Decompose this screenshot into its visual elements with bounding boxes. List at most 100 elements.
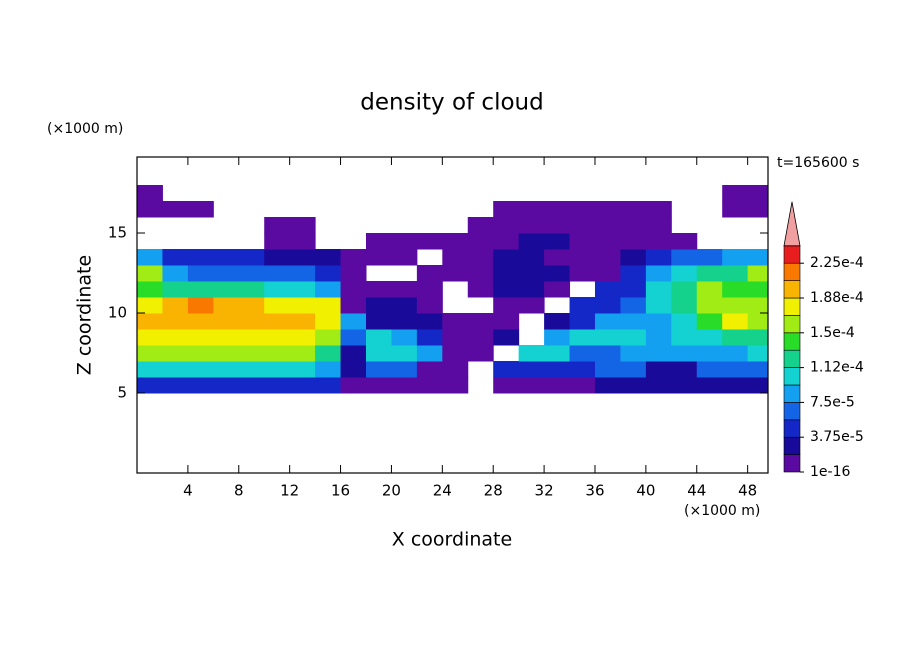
field-cell [187, 313, 214, 330]
field-cell [162, 377, 189, 394]
field-cell [416, 297, 443, 314]
colorbar-box [783, 402, 801, 421]
field-cell [671, 265, 698, 282]
field-cell [620, 217, 647, 234]
field-cell [315, 329, 342, 346]
field-cell [696, 281, 723, 298]
field-cell [671, 329, 698, 346]
field-cell [442, 329, 469, 346]
field-cell [493, 377, 520, 394]
field-cell [289, 345, 316, 362]
field-cell [289, 297, 316, 314]
field-cell [467, 345, 494, 362]
field-cell [365, 329, 392, 346]
y-unit-label: (×1000 m) [47, 121, 123, 137]
field-cell [264, 281, 291, 298]
field-cell [671, 233, 698, 250]
field-cell [696, 361, 723, 378]
field-cell [340, 281, 367, 298]
y-tick-label: 5 [117, 384, 127, 402]
field-cell [620, 345, 647, 362]
colorbar-extend [783, 201, 801, 247]
field-cell [315, 265, 342, 282]
field-cell [569, 265, 596, 282]
colorbar-tick-label: 2.25e-4 [810, 255, 864, 271]
field-cell [544, 265, 571, 282]
field-cell [620, 361, 647, 378]
field-cell [238, 281, 265, 298]
field-cell [365, 249, 392, 266]
field-cell [162, 361, 189, 378]
field-cell [137, 185, 163, 202]
field-cell [416, 377, 443, 394]
field-cell [620, 313, 647, 330]
field-cell [365, 313, 392, 330]
field-cell [289, 361, 316, 378]
field-cell [544, 217, 571, 234]
field-cell [187, 297, 214, 314]
field-cell [518, 297, 545, 314]
field-cell [747, 345, 768, 362]
field-cell [722, 313, 749, 330]
field-cell [340, 377, 367, 394]
field-cell [696, 297, 723, 314]
field-cell [289, 313, 316, 330]
field-cell [365, 233, 392, 250]
field-cell [289, 249, 316, 266]
field-cell [696, 377, 723, 394]
field-cell [493, 233, 520, 250]
y-tick-label: 10 [108, 304, 127, 322]
field-cell [187, 361, 214, 378]
field-cell [442, 377, 469, 394]
field-cell [544, 201, 571, 218]
field-cell [620, 201, 647, 218]
field-cell [365, 345, 392, 362]
field-cell [620, 281, 647, 298]
colorbar-tick-label: 1.5e-4 [810, 325, 855, 341]
field-cell [137, 377, 163, 394]
colorbar: 1e-16 3.75e-5 7.5e-5 1.12e-4 1.5e-4 1.88e-4 2.… [783, 201, 864, 480]
colorbar-box [783, 384, 801, 403]
field-cell [416, 265, 443, 282]
field-cell [340, 361, 367, 378]
chart-title: density of cloud [360, 90, 543, 116]
field-cell [671, 313, 698, 330]
field-cell [467, 249, 494, 266]
field-cell [645, 297, 672, 314]
field-cell [213, 265, 240, 282]
field-cell [671, 249, 698, 266]
field-cell [238, 249, 265, 266]
field-cell [569, 361, 596, 378]
field-cell [722, 377, 749, 394]
field-cell [747, 329, 768, 346]
field-cell [645, 217, 672, 234]
colorbar-box [783, 349, 801, 368]
field-cell [518, 217, 545, 234]
field-cell [187, 329, 214, 346]
field-cell [569, 217, 596, 234]
field-cell [137, 345, 163, 362]
field-cell [518, 201, 545, 218]
field-cell [213, 313, 240, 330]
field-cell [391, 297, 418, 314]
field-cell [467, 233, 494, 250]
field-cell [493, 313, 520, 330]
field-cell [162, 281, 189, 298]
field-cell [137, 201, 163, 218]
x-axis-title: X coordinate [392, 529, 512, 551]
field-cell [467, 329, 494, 346]
field-cell [671, 297, 698, 314]
field-cell [365, 281, 392, 298]
field-cell [518, 361, 545, 378]
x-tick-label: 4 [183, 482, 193, 500]
field-cell [671, 377, 698, 394]
field-cell [213, 361, 240, 378]
field-cell [645, 249, 672, 266]
x-tick-label: 32 [535, 482, 554, 500]
field-cell [645, 377, 672, 394]
field-cell [722, 329, 749, 346]
field-cell [671, 345, 698, 362]
x-tick-label: 36 [585, 482, 604, 500]
field-cell [544, 361, 571, 378]
